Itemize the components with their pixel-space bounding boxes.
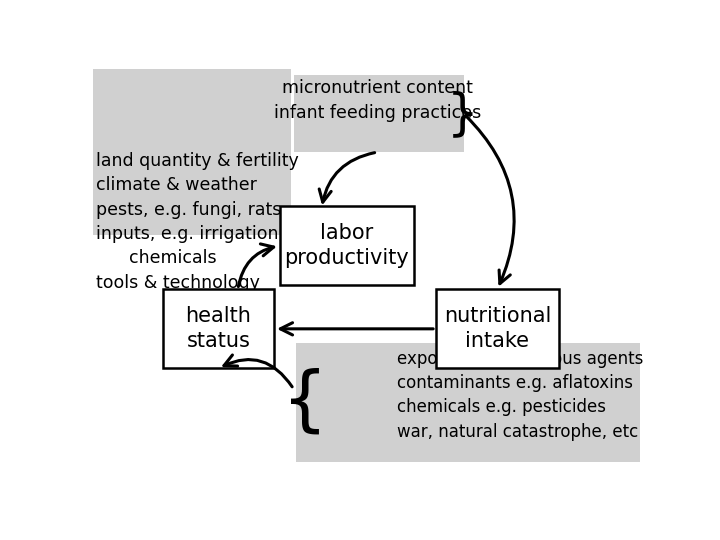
Text: }: } (447, 90, 479, 138)
Text: labor
productivity: labor productivity (284, 223, 409, 268)
Text: {: { (282, 368, 328, 437)
Text: nutritional
intake: nutritional intake (444, 306, 551, 351)
FancyBboxPatch shape (297, 343, 639, 462)
Text: exposure to infectious agents
contaminants e.g. aflatoxins
chemicals e.g. pestic: exposure to infectious agents contaminan… (397, 349, 643, 441)
FancyBboxPatch shape (163, 289, 274, 368)
FancyBboxPatch shape (436, 289, 559, 368)
FancyBboxPatch shape (280, 206, 414, 285)
FancyBboxPatch shape (294, 75, 464, 152)
FancyBboxPatch shape (93, 69, 291, 235)
Text: micronutrient content
infant feeding practices: micronutrient content infant feeding pra… (274, 79, 481, 122)
Text: health
status: health status (186, 306, 251, 351)
Text: land quantity & fertility
climate & weather
pests, e.g. fungi, rats
inputs, e.g.: land quantity & fertility climate & weat… (96, 152, 298, 292)
